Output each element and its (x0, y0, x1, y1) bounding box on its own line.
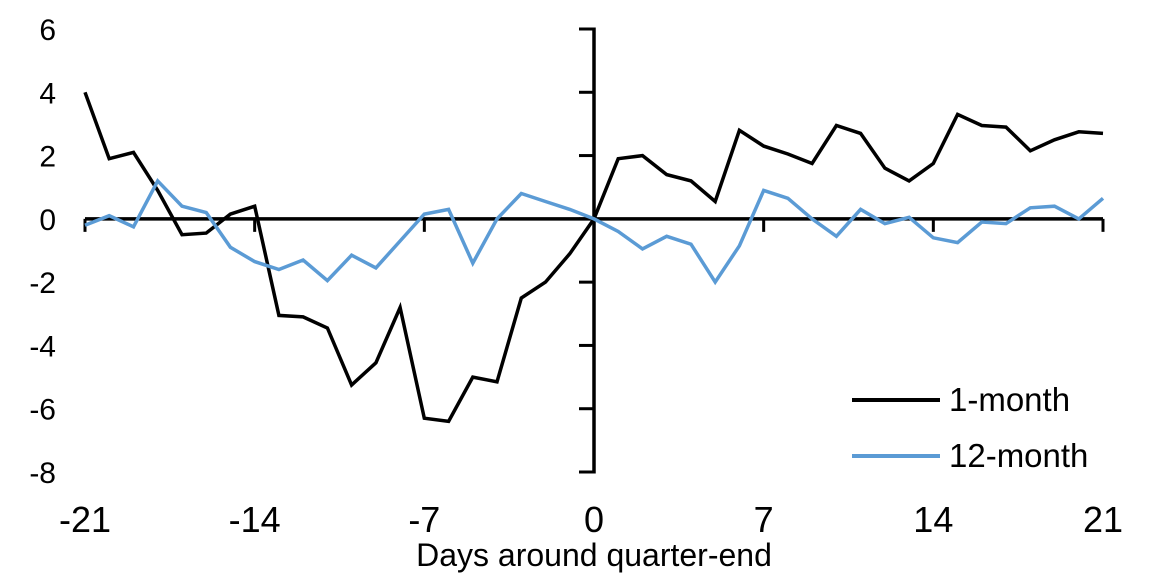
y-tick-label: -8 (29, 457, 56, 490)
y-tick-label: 0 (39, 204, 56, 237)
y-tick-label: -2 (29, 267, 56, 300)
y-tick-label: 6 (39, 14, 56, 47)
legend-label: 1-month (949, 381, 1071, 418)
x-tick-label: 14 (913, 499, 953, 540)
legend-line-swatch-black (852, 398, 940, 402)
x-tick-label: 7 (754, 499, 774, 540)
y-tick-label: 4 (39, 77, 56, 110)
x-tick-label: 21 (1083, 499, 1123, 540)
legend-item-1-month: 1-month (852, 380, 1070, 420)
y-tick-label: -4 (29, 330, 56, 363)
x-tick-label: -21 (59, 499, 111, 540)
series-line-12-month (84, 177, 1105, 286)
legend-label: 12-month (949, 437, 1089, 474)
legend-line-swatch-blue (852, 454, 940, 458)
x-axis-title: Days around quarter-end (416, 537, 772, 573)
y-tick-label: 2 (39, 141, 56, 174)
x-tick-label: -14 (229, 499, 281, 540)
y-tick-label: -6 (29, 394, 56, 427)
legend-item-12-month: 12-month (852, 436, 1088, 476)
x-tick-label: -7 (408, 499, 440, 540)
x-tick-label: 0 (584, 499, 604, 540)
